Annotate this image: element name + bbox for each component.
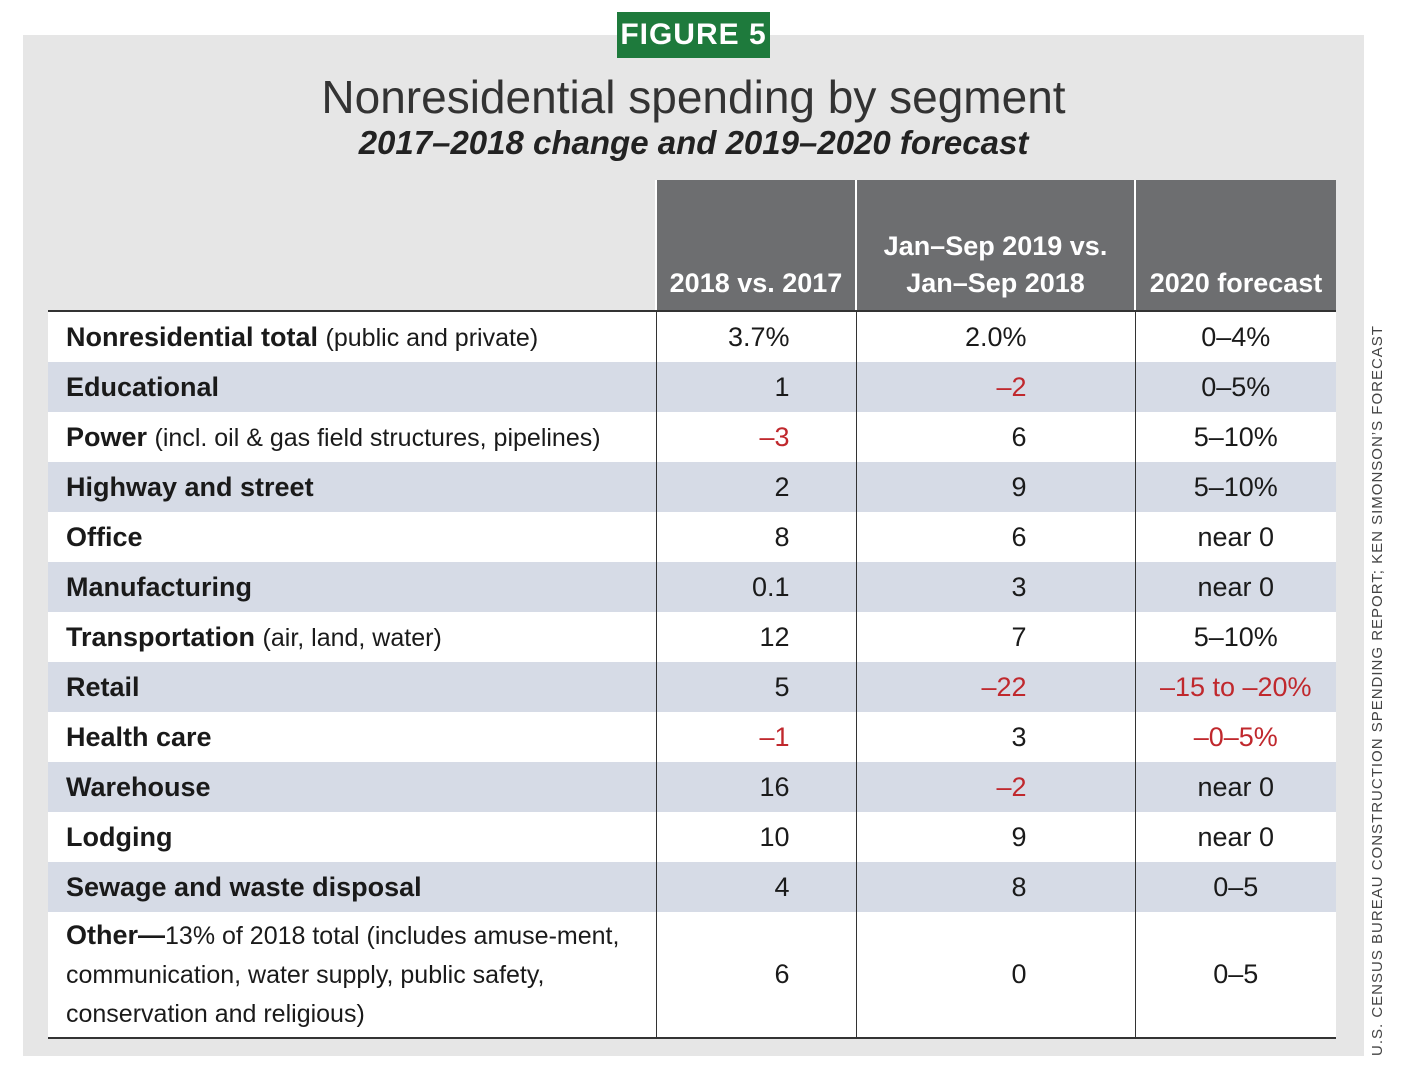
segment-label: Highway and street bbox=[66, 471, 314, 502]
value-cell: 0–4% bbox=[1134, 311, 1336, 362]
row-label-cell: Other—13% of 2018 total (includes amuse-… bbox=[48, 912, 656, 1039]
row-label-cell: Retail bbox=[48, 662, 656, 712]
segment-label: Health care bbox=[66, 721, 212, 752]
table-row: Office 8 6 near 0 bbox=[48, 512, 1336, 562]
value-cell: –0–5% bbox=[1134, 712, 1336, 762]
figure-badge: FIGURE 5 bbox=[617, 12, 770, 58]
value-cell: near 0 bbox=[1134, 762, 1336, 812]
value-cell: –1 bbox=[655, 712, 856, 762]
value-cell: 6 bbox=[855, 412, 1135, 462]
segment-label: Warehouse bbox=[66, 771, 211, 802]
column-header: 2018 vs. 2017 bbox=[655, 180, 856, 312]
value-cell: near 0 bbox=[1134, 562, 1336, 612]
value-cell: –2 bbox=[855, 362, 1135, 412]
row-label-cell: Office bbox=[48, 512, 656, 562]
value-cell: 8 bbox=[855, 862, 1135, 912]
row-label-cell: Health care bbox=[48, 712, 656, 762]
table-row: Retail 5 –22 –15 to –20% bbox=[48, 662, 1336, 712]
spending-table: 2018 vs. 2017 Jan–Sep 2019 vs. Jan–Sep 2… bbox=[48, 180, 1336, 1039]
value-cell: 3 bbox=[855, 562, 1135, 612]
row-label-cell: Transportation (air, land, water) bbox=[48, 612, 656, 662]
value-cell: –22 bbox=[855, 662, 1135, 712]
value-cell: 3.7% bbox=[655, 311, 856, 362]
column-header: 2020 forecast bbox=[1134, 180, 1336, 312]
chart-subtitle: 2017–2018 change and 2019–2020 forecast bbox=[358, 124, 1029, 161]
table-row: Manufacturing 0.1 3 near 0 bbox=[48, 562, 1336, 612]
value-cell: 8 bbox=[655, 512, 856, 562]
value-cell: 0–5 bbox=[1134, 862, 1336, 912]
segment-label: Sewage and waste disposal bbox=[66, 871, 422, 902]
value-cell: 0–5% bbox=[1134, 362, 1336, 412]
value-cell: 5–10% bbox=[1134, 612, 1336, 662]
value-cell: 9 bbox=[855, 812, 1135, 862]
segment-label: Power bbox=[66, 421, 148, 452]
value-cell: 2.0% bbox=[855, 311, 1135, 362]
row-label-cell: Power (incl. oil & gas field structures,… bbox=[48, 412, 656, 462]
value-cell: –2 bbox=[855, 762, 1135, 812]
source-credit: U.S. CENSUS BUREAU CONSTRUCTION SPENDING… bbox=[1369, 325, 1386, 1056]
row-label-cell: Nonresidential total (public and private… bbox=[48, 311, 656, 362]
table-row: Transportation (air, land, water) 12 7 5–10… bbox=[48, 612, 1336, 662]
value-cell: 7 bbox=[855, 612, 1135, 662]
table-row: Health care –1 3 –0–5% bbox=[48, 712, 1336, 762]
segment-label: Retail bbox=[66, 671, 140, 702]
header-blank-cell bbox=[48, 180, 656, 312]
value-cell: 12 bbox=[655, 612, 856, 662]
header-row: 2018 vs. 2017 Jan–Sep 2019 vs. Jan–Sep 2… bbox=[48, 180, 1336, 312]
value-cell: 5–10% bbox=[1134, 462, 1336, 512]
value-cell: near 0 bbox=[1134, 812, 1336, 862]
value-cell: 4 bbox=[655, 862, 856, 912]
table-row: Lodging 10 9 near 0 bbox=[48, 812, 1336, 862]
row-label-cell: Lodging bbox=[48, 812, 656, 862]
value-cell: 16 bbox=[655, 762, 856, 812]
table-row: Highway and street 2 9 5–10% bbox=[48, 462, 1336, 512]
segment-label: Nonresidential total bbox=[66, 321, 319, 352]
value-cell: 2 bbox=[655, 462, 856, 512]
row-label-cell: Manufacturing bbox=[48, 562, 656, 612]
segment-label: Office bbox=[66, 521, 143, 552]
value-cell: 6 bbox=[655, 912, 856, 1039]
value-cell: near 0 bbox=[1134, 512, 1336, 562]
segment-note: (public and private) bbox=[325, 323, 539, 352]
segment-label: Manufacturing bbox=[66, 571, 252, 602]
value-cell: –3 bbox=[655, 412, 856, 462]
value-cell: 6 bbox=[855, 512, 1135, 562]
value-cell: 5–10% bbox=[1134, 412, 1336, 462]
table-row: Educational 1 –2 0–5% bbox=[48, 362, 1336, 412]
table-row: Warehouse 16 –2 near 0 bbox=[48, 762, 1336, 812]
value-cell: 5 bbox=[655, 662, 856, 712]
value-cell: 10 bbox=[655, 812, 856, 862]
value-cell: 3 bbox=[855, 712, 1135, 762]
segment-label: Other— bbox=[66, 920, 166, 950]
table-row: Other—13% of 2018 total (includes amuse-… bbox=[48, 912, 1336, 1039]
chart-title: Nonresidential spending by segment bbox=[321, 71, 1066, 123]
row-label-cell: Sewage and waste disposal bbox=[48, 862, 656, 912]
value-cell: 9 bbox=[855, 462, 1135, 512]
segment-label: Educational bbox=[66, 371, 220, 402]
value-cell: 0 bbox=[855, 912, 1135, 1039]
column-header: Jan–Sep 2019 vs. Jan–Sep 2018 bbox=[855, 180, 1135, 312]
value-cell: 0–5 bbox=[1134, 912, 1336, 1039]
row-label-cell: Warehouse bbox=[48, 762, 656, 812]
value-cell: 0.1 bbox=[655, 562, 856, 612]
row-label-cell: Educational bbox=[48, 362, 656, 412]
table-row: Sewage and waste disposal 4 8 0–5 bbox=[48, 862, 1336, 912]
segment-note: (incl. oil & gas field structures, pipel… bbox=[154, 423, 601, 452]
table-row: Power (incl. oil & gas field structures,… bbox=[48, 412, 1336, 462]
segment-label: Transportation bbox=[66, 621, 256, 652]
segment-note: (air, land, water) bbox=[262, 623, 442, 652]
row-label-cell: Highway and street bbox=[48, 462, 656, 512]
value-cell: –15 to –20% bbox=[1134, 662, 1336, 712]
segment-note: 13% of 2018 total (includes amuse-ment, … bbox=[66, 922, 620, 1028]
table-row: Nonresidential total (public and private… bbox=[48, 311, 1336, 362]
value-cell: 1 bbox=[655, 362, 856, 412]
segment-label: Lodging bbox=[66, 821, 173, 852]
